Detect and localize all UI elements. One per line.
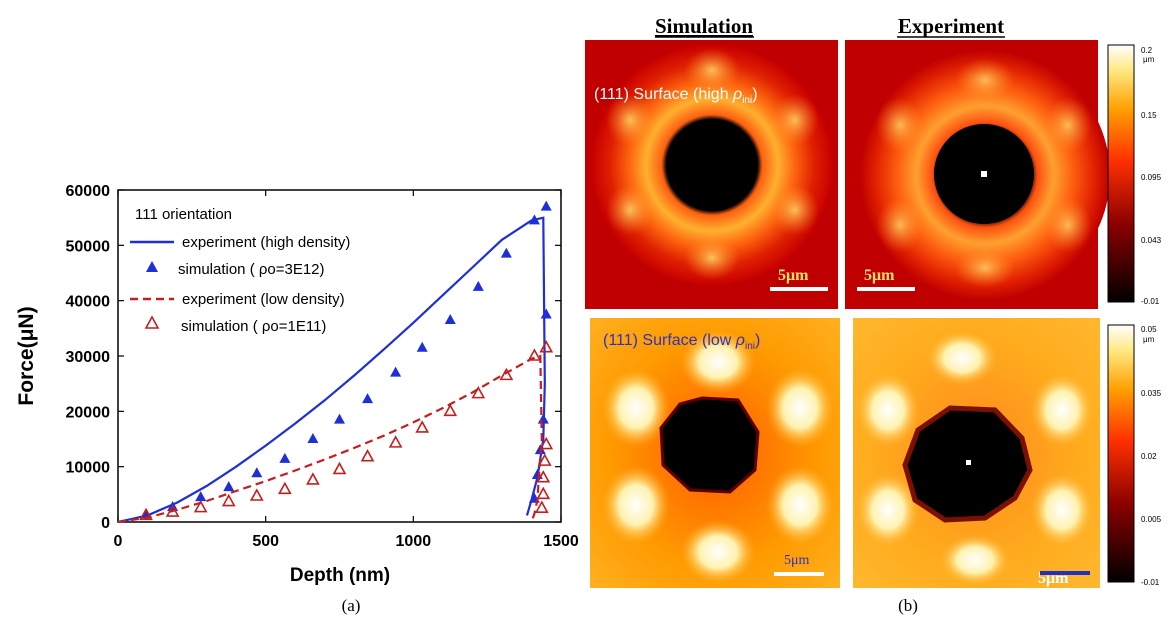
series-point-3 bbox=[165, 504, 180, 517]
colorbar-tick: 0.095 bbox=[1141, 173, 1162, 182]
series-line-2 bbox=[117, 354, 543, 524]
series-point-1 bbox=[195, 491, 207, 502]
series-point-1 bbox=[540, 200, 552, 211]
series-point-1 bbox=[307, 433, 319, 443]
series-point-3 bbox=[471, 385, 486, 399]
colorbar-tick: 0.2 bbox=[1141, 46, 1153, 55]
series-point-1 bbox=[334, 413, 345, 424]
image-label-high-density: (111) Surface (high ρini) bbox=[594, 86, 758, 106]
legend-entry-2: experiment (low density) bbox=[182, 291, 345, 308]
x-tick-label: 1000 bbox=[396, 533, 432, 550]
series-point-3 bbox=[139, 507, 153, 521]
series-point-3 bbox=[527, 348, 542, 361]
image-simulation-low-density: (111) Surface (low ρini) 5μm bbox=[590, 318, 840, 588]
series-point-1 bbox=[500, 247, 512, 258]
panel-a-label: (a) bbox=[342, 596, 361, 615]
colorbar-unit: μm bbox=[1143, 335, 1155, 344]
y-tick-label: 60000 bbox=[66, 183, 111, 200]
y-tick-label: 50000 bbox=[66, 238, 111, 255]
scalebar bbox=[1040, 571, 1090, 575]
series-point-1 bbox=[223, 481, 235, 492]
series-point-3 bbox=[534, 500, 549, 513]
colorbar-tick: 0.02 bbox=[1141, 452, 1157, 461]
series-point-1 bbox=[537, 413, 549, 424]
legend-entry-1: simulation ( ρo=3E12) bbox=[178, 261, 325, 278]
series-point-1 bbox=[251, 467, 263, 478]
colorbar-tick: 0.15 bbox=[1141, 111, 1157, 120]
series-point-3 bbox=[539, 436, 554, 450]
series-point-1 bbox=[390, 366, 402, 377]
series-point-1 bbox=[362, 393, 374, 404]
series-point-3 bbox=[536, 470, 551, 483]
x-tick-label: 0 bbox=[114, 533, 123, 550]
panel-a-chart: 0 10000 20000 30000 40000 50000 60000 0 500 1000… bbox=[15, 183, 579, 615]
series-point-1 bbox=[528, 214, 540, 225]
colorbar-tick: -0.01 bbox=[1141, 578, 1160, 587]
series-point-3 bbox=[537, 453, 552, 466]
colorbar-unit: μm bbox=[1143, 55, 1155, 64]
series-point-1 bbox=[472, 280, 484, 291]
scalebar bbox=[770, 287, 828, 291]
panel-b-images: Simulation Experiment (111) Surface (hig… bbox=[585, 14, 1162, 615]
colorbar-tick: 0.005 bbox=[1141, 515, 1162, 524]
legend-marker-filled-triangle bbox=[146, 261, 158, 272]
colorbar-tick: -0.01 bbox=[1141, 297, 1160, 306]
y-tick-label: 40000 bbox=[66, 294, 111, 311]
series-point-3 bbox=[388, 435, 403, 448]
scalebar-label: 5μm bbox=[864, 267, 895, 284]
series-point-1 bbox=[279, 452, 291, 463]
series-layer bbox=[117, 200, 554, 524]
legend-marker-open-triangle bbox=[144, 315, 160, 329]
colorbar-tick: 0.043 bbox=[1141, 236, 1162, 245]
series-point-3 bbox=[539, 340, 554, 353]
scalebar bbox=[774, 572, 824, 576]
x-axis-label: Depth (nm) bbox=[290, 565, 390, 586]
series-point-3 bbox=[278, 481, 292, 495]
colorbar-bottom: μm 0.05 0.035 0.02 0.005 -0.01 bbox=[1107, 324, 1162, 587]
x-axis-ticks: 0 500 1000 1500 bbox=[114, 190, 579, 550]
y-axis-label: Force(μN) bbox=[15, 306, 38, 405]
colorbar-tick: 0.035 bbox=[1141, 389, 1162, 398]
series-point-3 bbox=[193, 499, 208, 513]
series-point-3 bbox=[249, 488, 264, 501]
series-point-3 bbox=[332, 461, 347, 475]
y-tick-label: 10000 bbox=[66, 460, 111, 477]
column-header-simulation: Simulation bbox=[655, 14, 753, 38]
x-tick-label: 500 bbox=[252, 533, 279, 550]
x-tick-label: 1500 bbox=[543, 533, 579, 550]
image-experiment-low-density: 5μm bbox=[853, 318, 1100, 588]
series-point-3 bbox=[536, 486, 551, 500]
series-point-3 bbox=[221, 493, 236, 507]
scalebar-label: 5μm bbox=[778, 267, 809, 284]
image-label-low-density: (111) Surface (low ρini) bbox=[603, 332, 760, 352]
scalebar-label: 5μm bbox=[784, 553, 810, 568]
series-point-3 bbox=[443, 403, 458, 417]
series-point-1 bbox=[444, 314, 456, 325]
legend-entry-3: simulation ( ρo=1E11) bbox=[181, 318, 326, 335]
series-point-1 bbox=[540, 308, 552, 319]
legend-title: 111 orientation bbox=[135, 206, 232, 223]
series-point-3 bbox=[415, 420, 430, 433]
series-point-3 bbox=[499, 367, 514, 381]
y-axis-ticks: 0 10000 20000 30000 40000 50000 60000 bbox=[66, 183, 561, 532]
image-experiment-high-density: 5μm bbox=[845, 40, 1110, 309]
legend: 111 orientation experiment (high density… bbox=[130, 206, 350, 335]
y-tick-label: 30000 bbox=[66, 349, 111, 366]
colorbar-tick: 0.05 bbox=[1141, 325, 1157, 334]
series-point-1 bbox=[416, 341, 428, 352]
panel-b-label: (b) bbox=[898, 596, 918, 615]
y-tick-label: 20000 bbox=[66, 404, 111, 421]
series-point-3 bbox=[306, 472, 320, 485]
legend-entry-0: experiment (high density) bbox=[182, 234, 350, 251]
series-point-3 bbox=[360, 449, 375, 462]
column-header-experiment: Experiment bbox=[898, 14, 1004, 38]
y-tick-label: 0 bbox=[101, 515, 110, 532]
image-simulation-high-density: (111) Surface (high ρini) 5μm bbox=[585, 40, 838, 309]
scalebar bbox=[857, 287, 915, 291]
colorbar-top: μm 0.2 0.15 0.095 0.043 -0.01 bbox=[1107, 44, 1162, 306]
